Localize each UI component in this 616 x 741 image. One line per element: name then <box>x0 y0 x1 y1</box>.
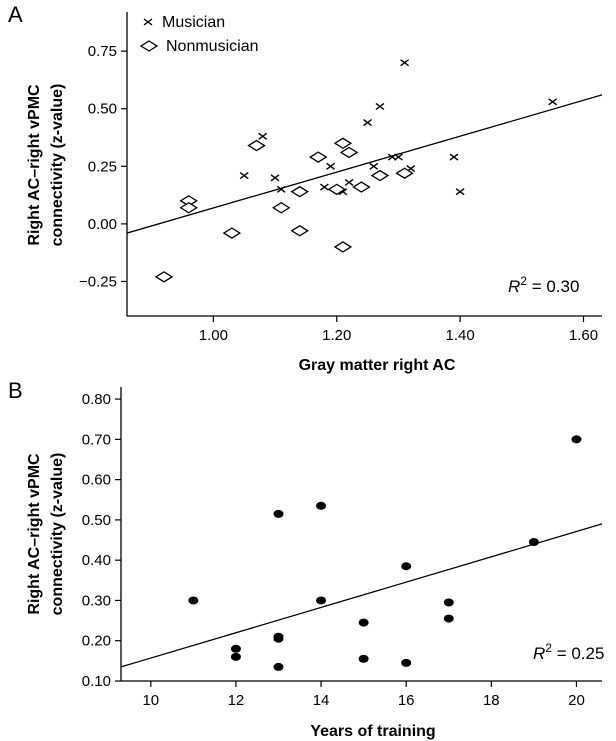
panel-label-a: A <box>8 2 23 27</box>
x-tick-label-b: 14 <box>313 692 330 709</box>
data-point <box>273 509 284 518</box>
y-tick-label-b: 0.60 <box>82 472 111 489</box>
legend-musician-label: Musician <box>162 14 225 31</box>
y-tick-label-a: −0.25 <box>79 273 117 290</box>
y-tick-label-b: 0.40 <box>82 552 111 569</box>
data-point <box>401 562 412 571</box>
x-tick-label-b: 18 <box>483 692 500 709</box>
r2-sup-b: 2 <box>545 641 552 655</box>
x-tick-label-a: 1.60 <box>569 327 598 344</box>
y-axis-label-b-line1: Right AC–right vPMC <box>26 453 43 615</box>
x-tick-label-b: 20 <box>568 692 585 709</box>
x-tick-label-b: 10 <box>142 692 159 709</box>
musician-point <box>548 98 558 106</box>
y-tick-label-a: 0.75 <box>88 43 117 60</box>
musician-point <box>326 162 335 170</box>
y-tick-label-b: 0.50 <box>82 512 111 529</box>
legend-a: Musician Nonmusician <box>139 14 258 55</box>
y-axis-label-a-line2: connectivity (z-value) <box>49 84 66 247</box>
data-point <box>230 652 241 661</box>
musician-point <box>400 59 410 67</box>
musician-point <box>319 183 329 191</box>
regression-line-a <box>126 94 603 234</box>
nonmusician-point <box>179 201 198 214</box>
nonmusician-point <box>247 139 266 152</box>
nonmusician-point <box>333 137 353 150</box>
legend-nonmusician-label: Nonmusician <box>166 38 258 55</box>
x-tick-label-a: 1.00 <box>199 327 228 344</box>
data-point <box>188 596 199 605</box>
nonmusician-point <box>290 185 309 198</box>
regression-line-b <box>120 523 603 668</box>
nonmusician-point <box>154 271 174 283</box>
nonmusician-point <box>309 151 328 163</box>
musician-point <box>369 162 379 170</box>
x-axis-label-b: Years of training <box>310 723 435 740</box>
y-axis-label-a-line1: Right AC–right vPMC <box>26 84 43 246</box>
musician-point <box>270 174 280 182</box>
chart-a: A Right AC–right vPMC connectivity (z-va… <box>8 2 603 374</box>
y-axis-label-b-line2: connectivity (z-value) <box>49 453 66 616</box>
musician-point <box>394 153 403 161</box>
x-tick-label-a: 1.20 <box>322 327 351 344</box>
musician-point <box>363 118 373 127</box>
data-point <box>358 654 369 663</box>
musician-point <box>258 132 268 140</box>
legend-nonmusician-marker <box>139 40 159 52</box>
data-point <box>358 618 369 627</box>
musician-point <box>239 171 249 180</box>
y-tick-label-b: 0.10 <box>82 673 111 690</box>
panel-label-b: B <box>8 378 23 403</box>
y-tick-label-b: 0.20 <box>82 633 111 650</box>
y-tick-label-b: 0.80 <box>82 391 111 408</box>
y-tick-label-a: 0.25 <box>88 158 117 175</box>
y-tick-label-a: 0.00 <box>88 216 117 233</box>
musician-point <box>455 188 465 196</box>
r2-base-b: R <box>533 644 545 663</box>
nonmusician-point <box>290 225 309 237</box>
data-point <box>273 634 284 643</box>
r2-value-a: = 0.30 <box>527 277 579 296</box>
legend-musician-marker <box>143 18 153 26</box>
x-tick-label-b: 12 <box>228 692 245 709</box>
data-point <box>571 435 582 444</box>
r-squared-annotation-b: R2 = 0.25 <box>533 641 604 663</box>
data-point <box>401 658 412 667</box>
data-point <box>316 596 327 605</box>
data-point <box>230 644 241 653</box>
r2-value-b: = 0.25 <box>552 644 604 663</box>
data-point <box>443 614 454 623</box>
musician-point <box>449 153 459 161</box>
r2-base-a: R <box>508 277 520 296</box>
data-point <box>528 538 539 547</box>
r-squared-annotation-a: R2 = 0.30 <box>508 274 579 296</box>
musician-point <box>344 178 354 186</box>
data-point <box>316 501 327 510</box>
nonmusician-point <box>370 169 390 182</box>
musician-point <box>276 185 286 193</box>
nonmusician-point <box>271 201 291 214</box>
y-tick-label-b: 0.70 <box>82 431 111 448</box>
nonmusician-point <box>339 146 359 159</box>
chart-b: B Right AC–right vPMC connectivity (z-va… <box>8 378 604 740</box>
data-point <box>443 598 454 607</box>
data-point <box>273 662 284 671</box>
x-axis-label-a: Gray matter right AC <box>299 357 456 374</box>
nonmusician-point <box>222 227 242 239</box>
nonmusician-point <box>395 167 414 179</box>
y-tick-label-b: 0.30 <box>82 592 111 609</box>
x-tick-label-b: 16 <box>398 692 415 709</box>
x-tick-label-a: 1.40 <box>446 327 475 344</box>
nonmusician-point <box>327 183 346 196</box>
nonmusician-point <box>352 181 371 193</box>
r2-sup-a: 2 <box>520 274 527 288</box>
y-tick-label-a: 0.50 <box>88 101 117 118</box>
nonmusician-point <box>333 241 353 253</box>
musician-point <box>375 102 385 110</box>
